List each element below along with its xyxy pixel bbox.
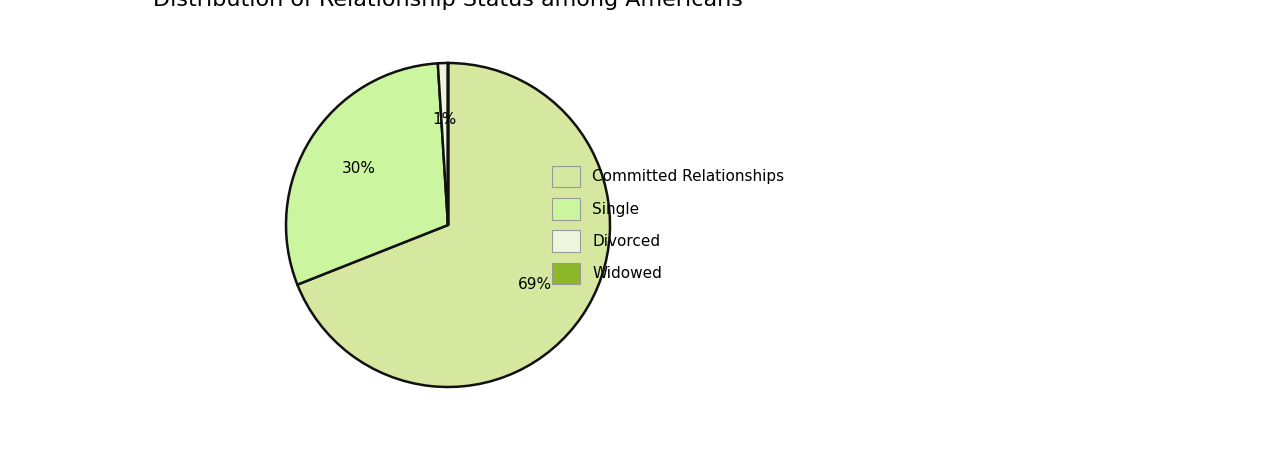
Text: 30%: 30%	[342, 161, 376, 176]
Text: 1%: 1%	[433, 112, 457, 127]
Wedge shape	[297, 63, 611, 387]
Legend: Committed Relationships, Single, Divorced, Widowed: Committed Relationships, Single, Divorce…	[545, 158, 792, 292]
Wedge shape	[438, 63, 448, 225]
Wedge shape	[285, 63, 448, 285]
Title: Distribution of Relationship Status among Americans: Distribution of Relationship Status amon…	[154, 0, 742, 10]
Text: 69%: 69%	[518, 277, 552, 292]
